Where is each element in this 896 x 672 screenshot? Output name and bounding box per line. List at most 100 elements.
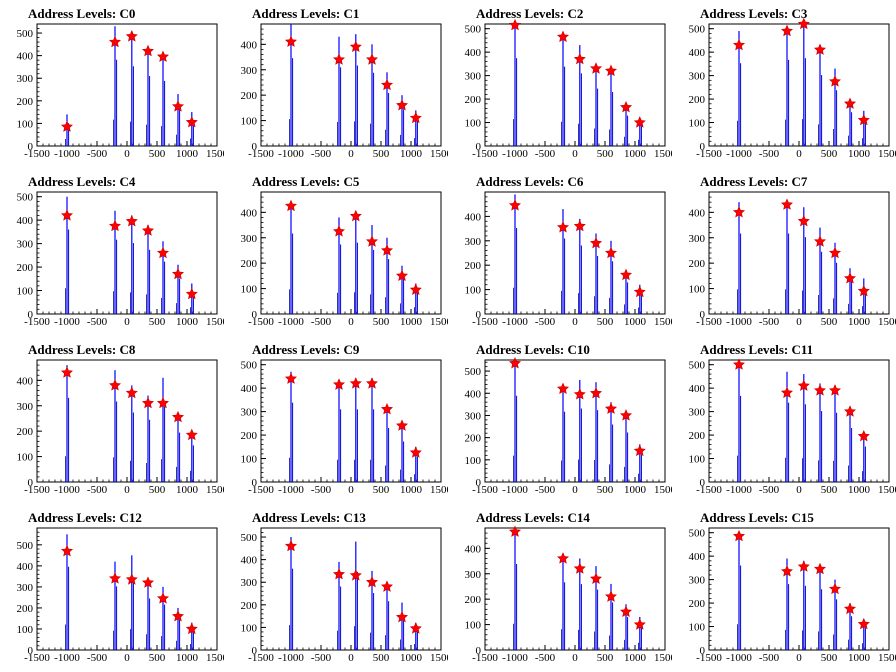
x-tick-label: 0 [124, 652, 130, 664]
chart-title: Address Levels: C2 [476, 6, 584, 21]
x-tick-label: -1500 [696, 484, 722, 496]
star-marker [556, 382, 570, 395]
star-marker [857, 284, 870, 297]
chart-plot: 0 100 200 300 400 500 -1500 -1000 -500 0 500 1000 15… [241, 527, 448, 664]
x-tick-label: 1000 [176, 484, 199, 496]
chart-panel: Address Levels: C6 0 100 200 300 400 -1500 -100… [448, 168, 673, 336]
y-tick-label: 400 [465, 388, 482, 400]
x-tick-label: 0 [348, 652, 354, 664]
x-tick-label: -1000 [278, 652, 304, 664]
x-tick-label: 0 [572, 484, 578, 496]
x-tick-label: 500 [373, 484, 390, 496]
y-tick-label: 0 [28, 141, 34, 153]
chart-title: Address Levels: C15 [700, 510, 814, 525]
y-tick-label: 0 [700, 645, 706, 657]
y-tick-label: 500 [689, 528, 706, 540]
x-tick-label: -1000 [54, 652, 80, 664]
x-tick-label: 0 [796, 316, 802, 328]
star-marker [171, 267, 185, 280]
y-tick-label: 400 [689, 383, 706, 395]
x-tick-label: -1000 [726, 652, 752, 664]
y-tick-label: 400 [241, 555, 258, 567]
y-tick-label: 100 [465, 620, 482, 632]
y-tick-label: 500 [241, 532, 258, 544]
x-tick-label: 0 [572, 652, 578, 664]
star-marker [395, 610, 409, 623]
chart-plot: 0 100 200 300 400 -1500 -1000 -500 0 500 1000 1500 [241, 191, 448, 328]
star-marker [633, 444, 646, 457]
star-marker [556, 221, 570, 233]
y-tick-label: 500 [17, 540, 34, 552]
star-marker [332, 378, 346, 390]
y-tick-label: 300 [465, 236, 482, 248]
star-marker [843, 602, 857, 615]
y-tick-label: 400 [17, 51, 34, 63]
y-tick-label: 200 [465, 94, 482, 106]
star-marker [171, 410, 185, 423]
star-marker [108, 572, 122, 584]
y-tick-label: 0 [28, 309, 34, 321]
star-marker [813, 562, 827, 575]
star-marker [380, 78, 394, 91]
x-tick-label: 1500 [430, 652, 448, 664]
star-marker [556, 552, 570, 564]
x-tick-label: -1000 [502, 484, 528, 496]
chart-title: Address Levels: C11 [700, 342, 814, 357]
y-tick-label: 400 [241, 383, 258, 395]
chart-panel: Address Levels: C13 0 100 200 300 400 500 -1500… [224, 504, 449, 672]
y-tick-label: 300 [241, 577, 258, 589]
y-tick-label: 0 [476, 645, 482, 657]
x-tick-label: 1500 [654, 148, 672, 160]
y-tick-label: 300 [241, 233, 258, 245]
y-tick-label: 0 [476, 141, 482, 153]
chart-plot: 0 100 200 300 400 500 -1500 -1000 -500 0 500 1000 15… [689, 527, 896, 664]
chart-title: Address Levels: C10 [476, 342, 590, 357]
x-tick-label: 500 [149, 652, 166, 664]
y-tick-label: 300 [17, 73, 34, 85]
x-tick-label: 1500 [430, 148, 448, 160]
chart-title: Address Levels: C12 [28, 510, 142, 525]
x-tick-label: -1000 [54, 484, 80, 496]
x-tick-label: 500 [597, 316, 614, 328]
x-tick-label: 0 [796, 484, 802, 496]
x-tick-label: 0 [796, 148, 802, 160]
star-marker [828, 384, 842, 396]
star-marker [604, 590, 618, 602]
star-marker [843, 405, 857, 417]
x-tick-label: 500 [149, 316, 166, 328]
y-tick-label: 100 [689, 284, 706, 296]
plot-frame [708, 23, 890, 147]
y-tick-label: 0 [700, 477, 706, 489]
y-tick-label: 100 [17, 452, 34, 464]
x-tick-label: 1500 [206, 316, 224, 328]
y-tick-label: 100 [465, 455, 482, 467]
star-marker [780, 198, 794, 210]
y-tick-label: 200 [465, 594, 482, 606]
y-tick-label: 300 [241, 65, 258, 77]
plot-frame [484, 527, 666, 651]
y-tick-label: 100 [241, 454, 258, 466]
star-marker [857, 113, 870, 126]
star-marker [185, 287, 198, 300]
y-tick-label: 300 [689, 575, 706, 587]
x-tick-label: -500 [311, 484, 332, 496]
star-marker [556, 30, 570, 42]
x-tick-label: -1500 [472, 652, 498, 664]
star-marker [619, 100, 633, 113]
chart-title: Address Levels: C8 [28, 342, 136, 357]
x-tick-label: 1000 [400, 484, 423, 496]
star-marker [732, 529, 746, 542]
x-tick-label: 1500 [430, 484, 448, 496]
star-marker [508, 199, 522, 211]
star-marker [349, 40, 362, 52]
chart-plot: 0 100 200 300 400 500 -1500 -1000 -500 0 500 1000 15… [689, 17, 896, 160]
y-tick-label: 400 [17, 375, 34, 387]
x-tick-label: -1000 [726, 484, 752, 496]
chart-plot: 0 100 200 300 400 500 -1500 -1000 -500 0 500 1000 15… [17, 191, 224, 328]
star-marker [797, 17, 810, 30]
x-tick-label: 1000 [848, 652, 871, 664]
star-marker [508, 525, 522, 537]
y-tick-label: 500 [241, 360, 258, 372]
star-marker [60, 366, 74, 378]
y-tick-label: 500 [17, 192, 34, 204]
